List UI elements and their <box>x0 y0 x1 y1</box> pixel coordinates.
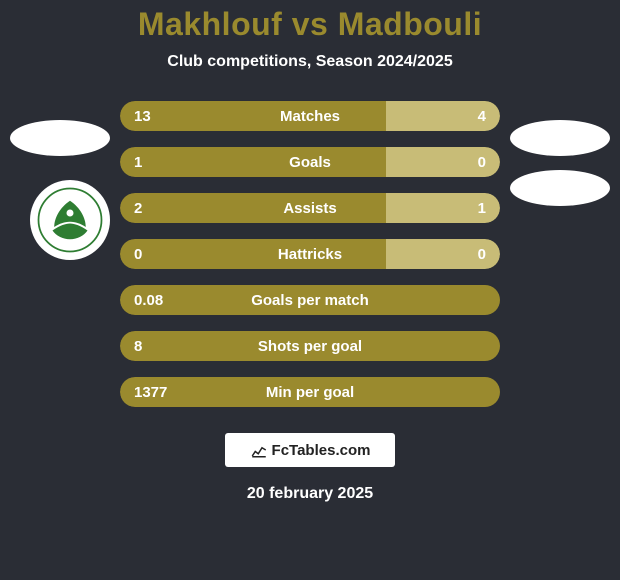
bar-left <box>120 147 386 177</box>
stat-row: 1377 Min per goal <box>120 377 500 407</box>
subtitle: Club competitions, Season 2024/2025 <box>167 53 452 71</box>
stat-value-left: 0 <box>134 246 142 263</box>
footer-brand-text: FcTables.com <box>272 442 371 459</box>
player-right-avatar <box>510 120 610 156</box>
stat-label: Shots per goal <box>258 338 362 355</box>
stat-value-left: 1 <box>134 154 142 171</box>
stat-label: Matches <box>280 108 340 125</box>
stat-row: 13 4 Matches <box>120 101 500 131</box>
date-text: 20 february 2025 <box>247 485 373 503</box>
stat-value-left: 2 <box>134 200 142 217</box>
stat-label: Goals per match <box>251 292 369 309</box>
stat-value-right: 0 <box>478 154 486 171</box>
stat-label: Min per goal <box>266 384 354 401</box>
stat-label: Hattricks <box>278 246 342 263</box>
bar-left <box>120 101 386 131</box>
stat-row: 2 1 Assists <box>120 193 500 223</box>
eagle-crest-icon <box>35 185 105 255</box>
stat-label: Assists <box>283 200 336 217</box>
player-left-avatar <box>10 120 110 156</box>
bar-left <box>120 239 386 269</box>
stat-row: 8 Shots per goal <box>120 331 500 361</box>
stat-label: Goals <box>289 154 331 171</box>
stat-row: 0.08 Goals per match <box>120 285 500 315</box>
stat-value-left: 1377 <box>134 384 167 401</box>
stat-value-left: 13 <box>134 108 151 125</box>
bar-left <box>120 193 386 223</box>
stat-row: 1 0 Goals <box>120 147 500 177</box>
stat-value-right: 0 <box>478 246 486 263</box>
comparison-card: Makhlouf vs Madbouli Club competitions, … <box>0 0 620 580</box>
club-badge-left <box>30 180 110 260</box>
stat-value-left: 8 <box>134 338 142 355</box>
stat-row: 0 0 Hattricks <box>120 239 500 269</box>
stat-value-left: 0.08 <box>134 292 163 309</box>
chart-icon <box>250 441 268 459</box>
player-right-badge <box>510 170 610 206</box>
stat-value-right: 1 <box>478 200 486 217</box>
page-title: Makhlouf vs Madbouli <box>138 6 482 43</box>
footer-brand[interactable]: FcTables.com <box>225 433 395 467</box>
stat-value-right: 4 <box>478 108 486 125</box>
